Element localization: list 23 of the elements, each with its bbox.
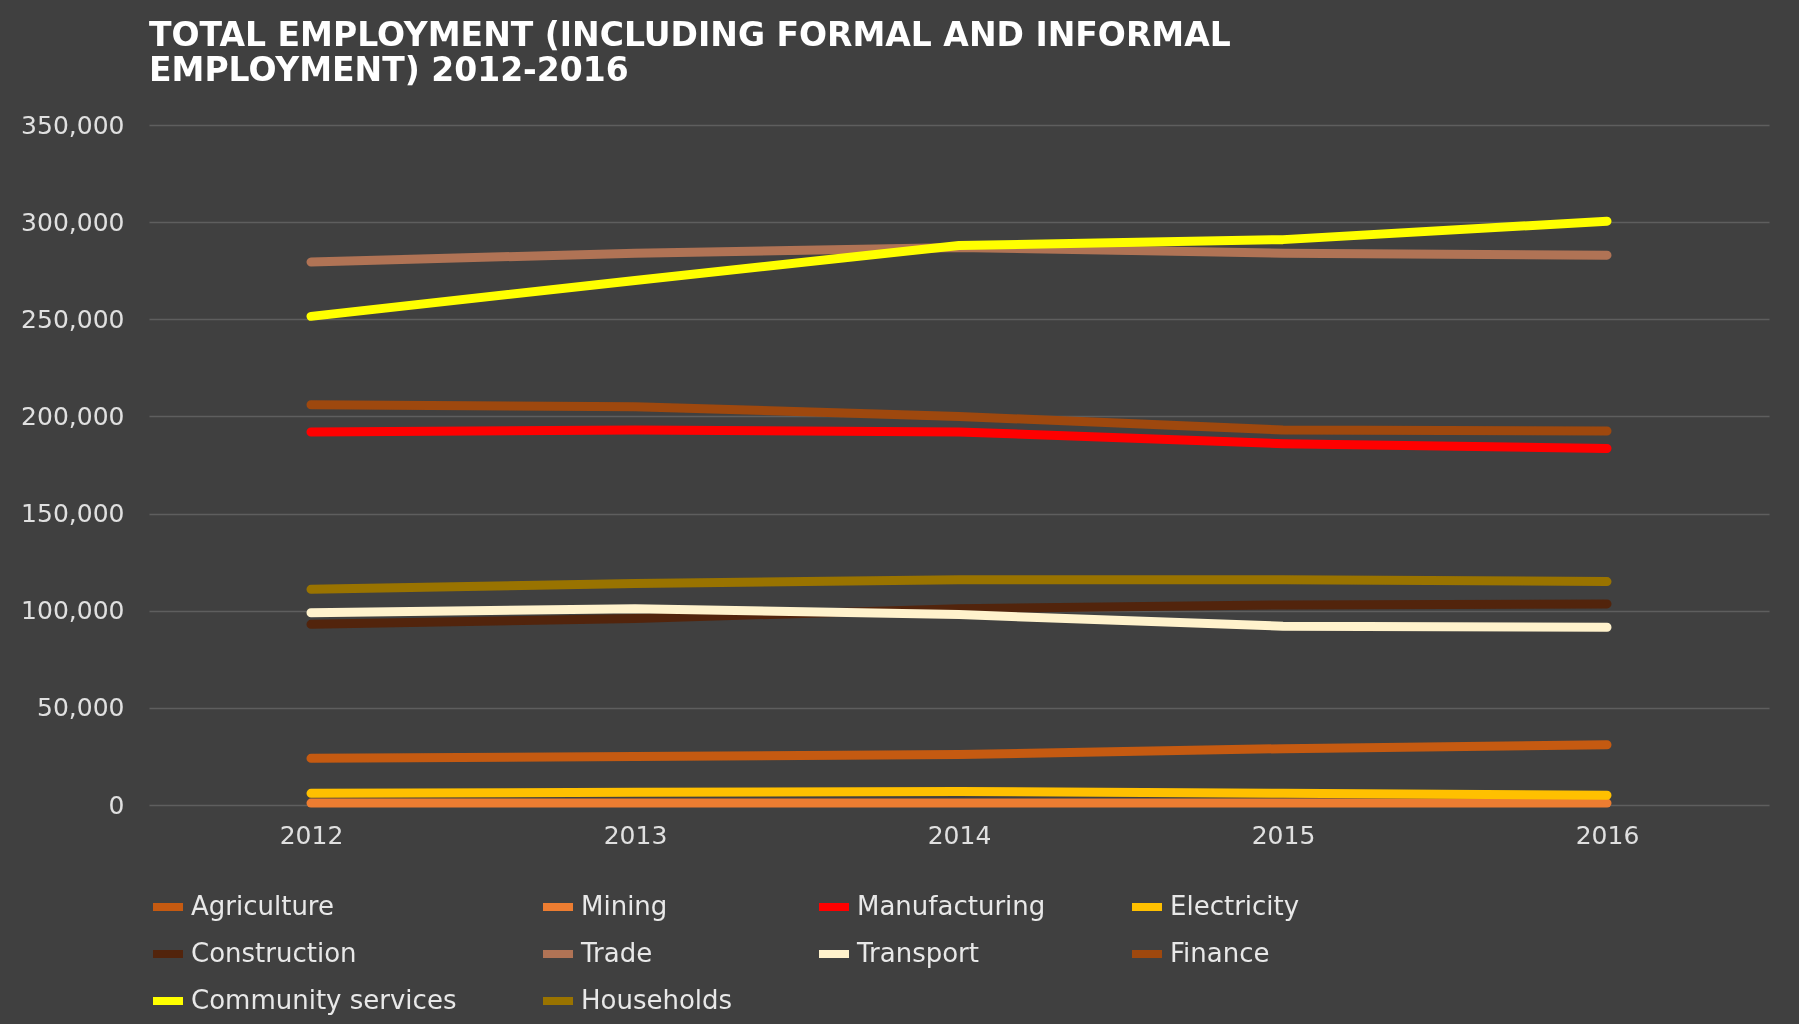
y-tick-label: 200,000 — [21, 401, 125, 431]
legend-label: Households — [581, 985, 733, 1015]
legend-label: Mining — [581, 891, 668, 921]
y-tick-label: 150,000 — [21, 499, 125, 529]
legend-label: Construction — [191, 938, 357, 968]
legend-label: Trade — [580, 938, 653, 968]
legend-label: Community services — [191, 985, 457, 1015]
y-tick-label: 100,000 — [21, 596, 125, 626]
legend-label: Finance — [1170, 938, 1270, 968]
y-tick-label: 300,000 — [21, 207, 125, 237]
x-tick-label: 2012 — [279, 820, 344, 850]
x-tick-label: 2013 — [603, 820, 668, 850]
x-tick-label: 2015 — [1251, 820, 1316, 850]
y-tick-label: 0 — [108, 790, 125, 820]
x-tick-label: 2016 — [1575, 820, 1640, 850]
y-tick-label: 250,000 — [21, 304, 125, 334]
x-tick-label: 2014 — [927, 820, 992, 850]
legend-label: Agriculture — [191, 891, 334, 921]
legend-label: Manufacturing — [857, 891, 1046, 921]
y-tick-label: 350,000 — [21, 110, 125, 140]
legend-label: Transport — [856, 938, 980, 968]
legend-label: Electricity — [1170, 891, 1300, 921]
y-tick-label: 50,000 — [37, 693, 125, 723]
